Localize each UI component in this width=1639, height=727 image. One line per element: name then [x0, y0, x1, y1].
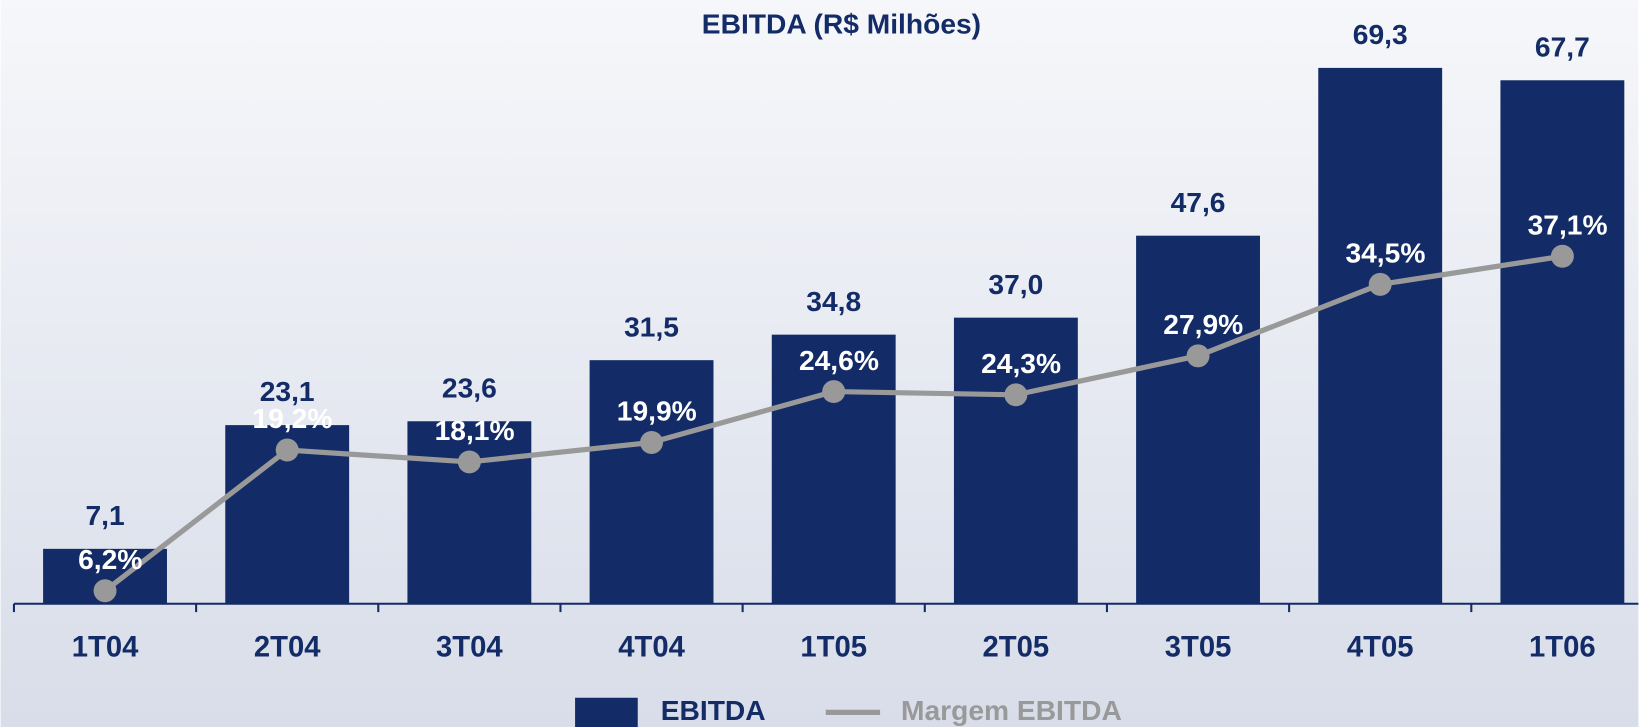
bar-value-label: 37,0	[988, 268, 1043, 300]
bar	[771, 334, 896, 604]
x-tick-label: 1T05	[800, 631, 867, 663]
bar-value-label: 47,6	[1171, 186, 1226, 218]
line-point	[457, 450, 481, 474]
bar	[589, 360, 714, 604]
x-tick-label: 3T04	[436, 631, 503, 663]
x-tick-label: 1T04	[72, 631, 139, 663]
bar-value-label: 31,5	[624, 310, 679, 342]
line-point	[1550, 244, 1574, 268]
line-point	[1368, 272, 1392, 296]
x-tick-label: 3T05	[1165, 631, 1232, 663]
legend-label: Margem EBITDA	[901, 694, 1122, 726]
bar-value-label: 67,7	[1535, 30, 1590, 62]
line-value-label: 24,6%	[799, 344, 879, 376]
line-value-label: 34,5%	[1345, 237, 1425, 269]
bar-value-label: 7,1	[85, 499, 124, 531]
line-value-label: 37,1%	[1528, 208, 1608, 240]
x-tick-label: 4T05	[1347, 631, 1414, 663]
line-point	[275, 438, 299, 462]
legend-label: EBITDA	[661, 694, 766, 726]
line-value-label: 6,2%	[78, 543, 142, 575]
line-point	[93, 579, 117, 603]
legend-swatch	[575, 697, 638, 727]
x-tick-label: 2T04	[254, 631, 321, 663]
line-point	[822, 380, 846, 404]
bar	[1500, 80, 1625, 604]
line-point	[640, 430, 664, 454]
bar	[407, 421, 532, 604]
bar-value-label: 34,8	[806, 285, 861, 317]
bar	[953, 317, 1078, 604]
bar-value-label: 23,1	[260, 375, 315, 407]
line-point	[1004, 383, 1028, 407]
bar	[1136, 235, 1260, 604]
bar-value-label: 23,6	[442, 371, 497, 403]
line-value-label: 19,2%	[252, 402, 332, 434]
line-point	[1186, 344, 1210, 368]
x-tick-label: 4T04	[618, 631, 685, 663]
line-value-label: 18,1%	[435, 414, 515, 446]
bar	[1318, 67, 1443, 604]
x-tick-label: 2T05	[983, 631, 1050, 663]
line-value-label: 27,9%	[1163, 308, 1243, 340]
chart-title: EBITDA (R$ Milhões)	[702, 8, 981, 40]
x-tick-label: 1T06	[1529, 631, 1596, 663]
line-value-label: 24,3%	[981, 347, 1061, 379]
bar-value-label: 69,3	[1353, 18, 1408, 50]
line-value-label: 19,9%	[617, 395, 697, 427]
